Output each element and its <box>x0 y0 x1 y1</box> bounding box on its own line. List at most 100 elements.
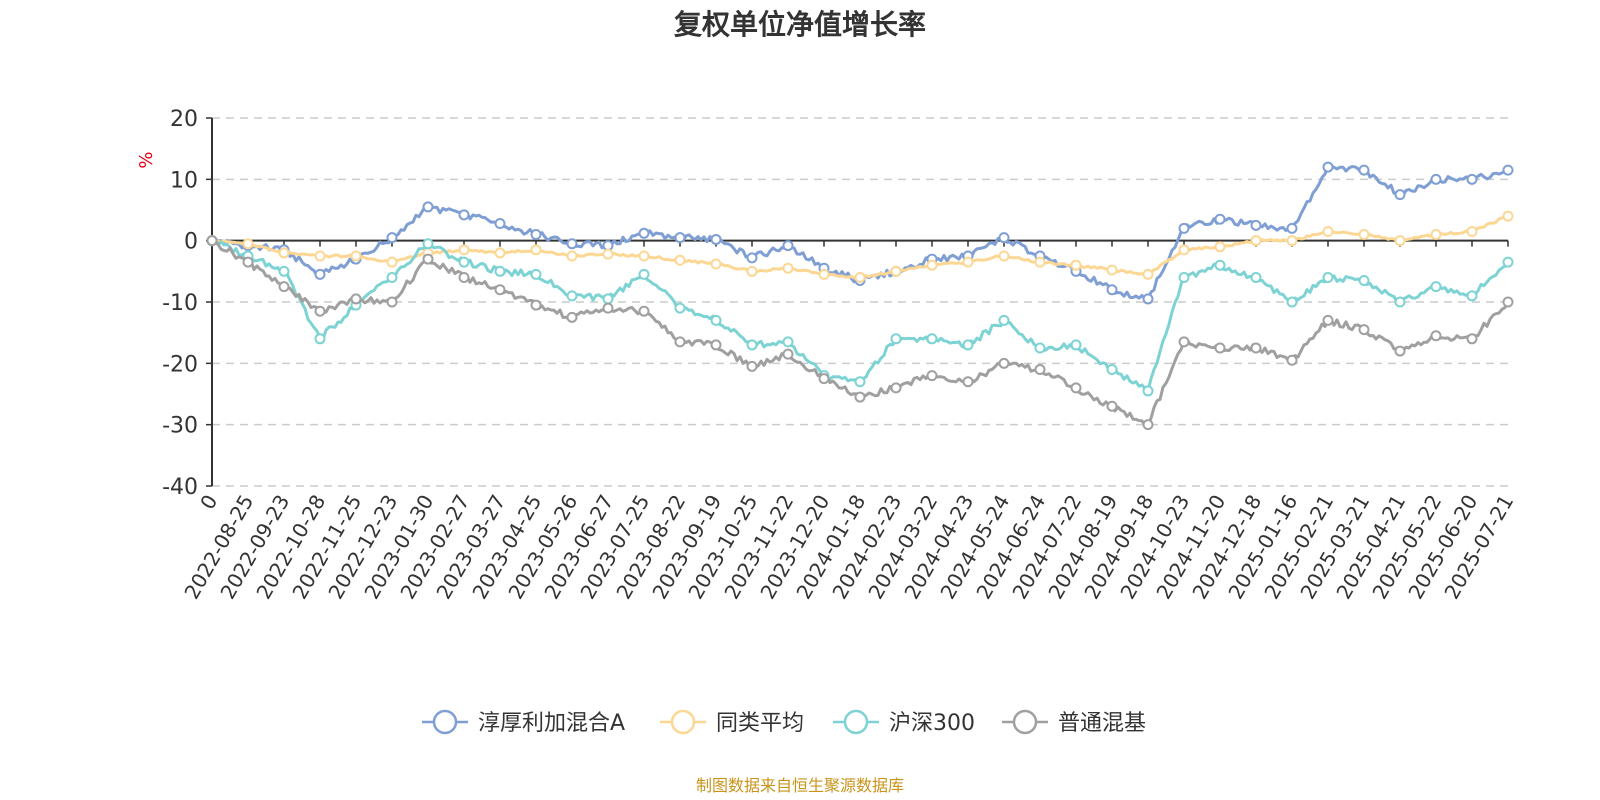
y-axis-unit: % <box>136 151 157 168</box>
data-point <box>890 382 902 394</box>
data-point <box>638 305 650 317</box>
data-point <box>1142 419 1154 431</box>
legend[interactable]: 淳厚利加混合A 同类平均 沪深300 普通混基 <box>422 709 1146 736</box>
data-point <box>314 333 326 345</box>
data-point <box>1286 354 1298 366</box>
data-point <box>1286 222 1298 234</box>
data-point <box>242 256 254 268</box>
data-point <box>530 299 542 311</box>
data-point <box>1358 229 1370 241</box>
data-point <box>926 259 938 271</box>
data-point <box>458 256 470 268</box>
y-tick-label: -40 <box>162 475 198 500</box>
data-point <box>782 240 794 252</box>
data-point <box>1142 268 1154 280</box>
data-point <box>602 293 614 305</box>
data-point <box>566 311 578 323</box>
data-point <box>1466 225 1478 237</box>
data-point <box>674 336 686 348</box>
data-point <box>278 281 290 293</box>
data-point <box>350 250 362 262</box>
data-point <box>710 258 722 270</box>
data-point <box>1430 330 1442 342</box>
data-point <box>674 254 686 266</box>
y-tick-label: 10 <box>170 168 198 193</box>
data-point <box>746 339 758 351</box>
data-point <box>854 376 866 388</box>
legend-label: 普通混基 <box>1058 711 1146 736</box>
data-point <box>638 227 650 239</box>
data-point <box>494 265 506 277</box>
data-point <box>1502 256 1514 268</box>
data-point <box>710 339 722 351</box>
data-point <box>1034 363 1046 375</box>
legend-label: 沪深300 <box>889 711 975 736</box>
grid-lines <box>212 117 1508 487</box>
data-point <box>1034 256 1046 268</box>
data-point <box>566 290 578 302</box>
data-point <box>602 248 614 260</box>
data-point <box>1070 382 1082 394</box>
data-point <box>746 252 758 264</box>
data-point <box>386 296 398 308</box>
legend-item-1[interactable]: 同类平均 <box>660 709 804 736</box>
data-point <box>1394 189 1406 201</box>
data-point <box>1214 213 1226 225</box>
legend-item-2[interactable]: 沪深300 <box>833 709 975 736</box>
data-point <box>1322 225 1334 237</box>
data-point <box>1286 296 1298 308</box>
data-point <box>1394 296 1406 308</box>
data-point <box>746 360 758 372</box>
data-point <box>494 284 506 296</box>
data-point <box>1502 296 1514 308</box>
legend-marker <box>1012 709 1038 735</box>
data-point <box>1250 235 1262 247</box>
data-point <box>1322 271 1334 283</box>
data-point <box>998 232 1010 244</box>
y-tick-label: -10 <box>162 291 198 316</box>
data-point <box>1358 275 1370 287</box>
data-point <box>1430 173 1442 185</box>
data-point <box>1502 164 1514 176</box>
data-point <box>854 271 866 283</box>
data-point <box>314 268 326 280</box>
data-point <box>710 233 722 245</box>
data-point <box>278 247 290 259</box>
source-note: 制图数据来自恒生聚源数据库 <box>696 776 904 795</box>
data-point <box>1106 264 1118 276</box>
data-point <box>926 370 938 382</box>
data-point <box>350 293 362 305</box>
data-point <box>1322 314 1334 326</box>
data-point <box>566 238 578 250</box>
legend-item-0[interactable]: 淳厚利加混合A <box>422 709 625 736</box>
data-point <box>1394 235 1406 247</box>
data-point <box>782 262 794 274</box>
data-point <box>710 314 722 326</box>
data-point <box>1466 173 1478 185</box>
data-point <box>1358 324 1370 336</box>
data-point <box>422 238 434 250</box>
data-point <box>1106 363 1118 375</box>
y-tick-label: -30 <box>162 414 198 439</box>
data-point <box>1178 222 1190 234</box>
data-point <box>746 265 758 277</box>
data-point <box>1250 271 1262 283</box>
data-point <box>890 265 902 277</box>
data-point <box>1466 290 1478 302</box>
legend-marker <box>432 709 458 735</box>
data-point <box>962 376 974 388</box>
data-point <box>962 256 974 268</box>
data-point <box>782 348 794 360</box>
data-point <box>386 271 398 283</box>
x-tick-label: 0 <box>195 491 222 514</box>
legend-marker <box>670 709 696 735</box>
data-point <box>422 201 434 213</box>
data-point <box>818 268 830 280</box>
data-point <box>1178 336 1190 348</box>
legend-item-3[interactable]: 普通混基 <box>1002 709 1146 736</box>
data-point <box>890 333 902 345</box>
data-point <box>1358 164 1370 176</box>
y-tick-label: 20 <box>170 107 198 132</box>
data-point <box>314 305 326 317</box>
data-point <box>422 253 434 265</box>
